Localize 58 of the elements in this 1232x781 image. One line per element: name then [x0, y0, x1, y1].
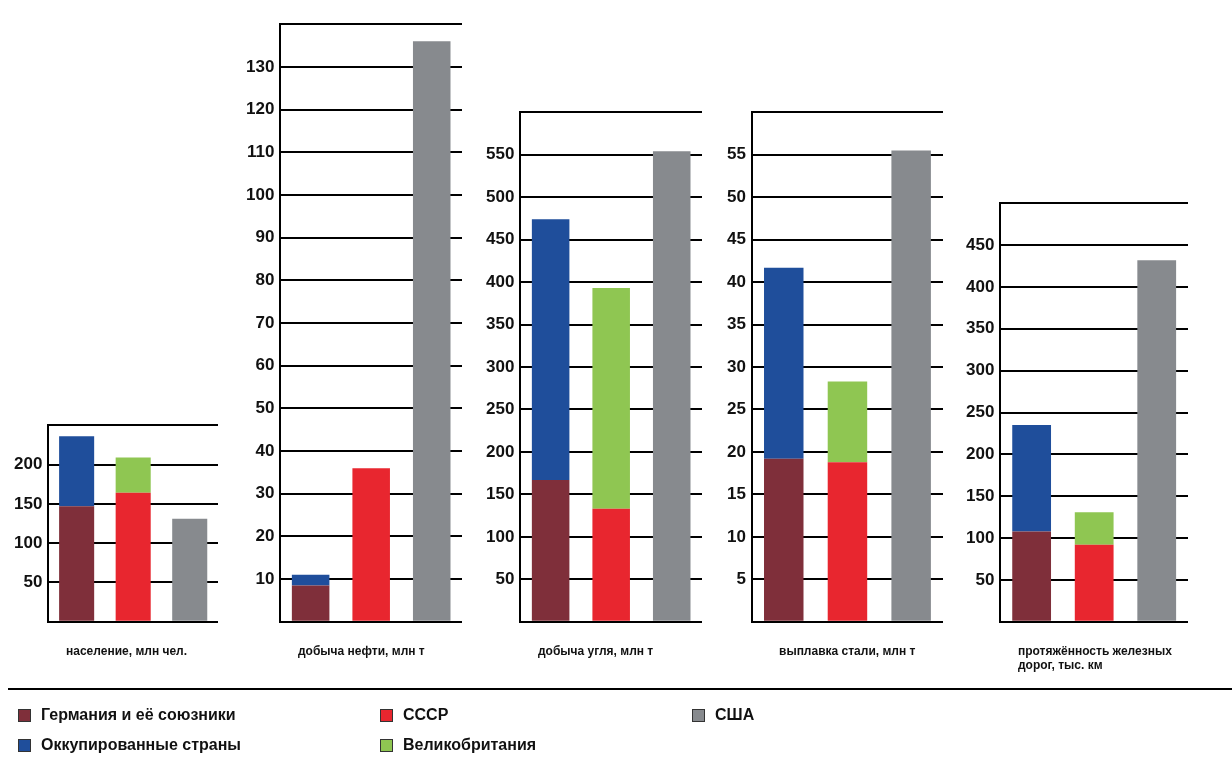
y-tick-label: 80 — [255, 270, 275, 289]
y-tick-label: 130 — [245, 56, 275, 76]
x-axis-title: протяжённость железных дорог, тыс. км — [1018, 644, 1173, 672]
legend-label: Великобритания — [403, 736, 537, 754]
y-tick-label: 70 — [255, 312, 275, 332]
x-axis-title: население, млн чел. — [66, 644, 189, 658]
y-tick-label: 40 — [726, 271, 746, 291]
y-tick-label: 500 — [485, 186, 515, 206]
y-tick-label: 300 — [965, 360, 995, 380]
y-tick-label: 25 — [726, 399, 746, 419]
y-tick-label: 350 — [965, 318, 995, 338]
y-tick-label: 300 — [485, 356, 515, 376]
y-tick-label: 150 — [965, 485, 995, 505]
y-tick-label: 40 — [255, 440, 275, 460]
y-tick-label: 400 — [485, 271, 515, 291]
x-axis-title: добыча нефти, млн т — [298, 644, 426, 658]
y-tick-label: 10 — [255, 568, 275, 588]
y-tick-label: 250 — [965, 402, 995, 422]
y-tick-label: 450 — [485, 229, 515, 249]
y-tick-label: 350 — [485, 314, 515, 334]
y-tick-label: 250 — [485, 399, 515, 419]
y-tick-label: 450 — [965, 234, 995, 254]
y-tick-label: 50 — [726, 186, 746, 206]
y-tick-label: 10 — [726, 526, 746, 546]
y-tick-label: 200 — [13, 454, 43, 474]
y-tick-label: 400 — [965, 276, 995, 296]
y-tick-label: 55 — [726, 144, 746, 164]
y-tick-label: 30 — [726, 356, 746, 376]
y-tick-label: 30 — [255, 483, 275, 503]
y-tick-label: 150 — [13, 493, 43, 513]
y-tick-label: 20 — [255, 526, 275, 546]
y-tick-label: 200 — [965, 444, 995, 464]
y-tick-label: 90 — [255, 227, 275, 247]
y-tick-label: 15 — [726, 484, 746, 504]
y-tick-label: 150 — [485, 484, 515, 504]
y-tick-label: 100 — [485, 526, 515, 546]
x-axis-title: выплавка стали, млн т — [779, 644, 917, 658]
y-tick-label: 60 — [255, 355, 275, 375]
legend-label: США — [715, 706, 755, 724]
y-tick-label: 20 — [726, 441, 746, 461]
y-tick-label: 50 — [495, 569, 515, 589]
y-tick-label: 120 — [245, 99, 275, 119]
y-tick-label: 110 — [246, 141, 275, 161]
legend-label: СССР — [403, 706, 449, 724]
y-tick-label: 550 — [485, 144, 515, 164]
y-tick-label: 50 — [23, 572, 43, 592]
y-tick-label: 200 — [485, 441, 515, 461]
y-tick-label: 5 — [736, 569, 746, 589]
legend-label: Германия и её союзники — [41, 706, 236, 724]
y-tick-label: 50 — [255, 398, 275, 418]
y-tick-label: 50 — [975, 569, 995, 589]
y-tick-label: 100 — [965, 527, 995, 547]
y-tick-label: 45 — [726, 229, 746, 249]
x-axis-title: добыча угля, млн т — [538, 644, 655, 658]
y-tick-label: 35 — [726, 314, 746, 334]
legend-label: Оккупированные страны — [41, 736, 241, 754]
y-tick-label: 100 — [13, 532, 43, 552]
y-tick-label: 100 — [245, 184, 275, 204]
